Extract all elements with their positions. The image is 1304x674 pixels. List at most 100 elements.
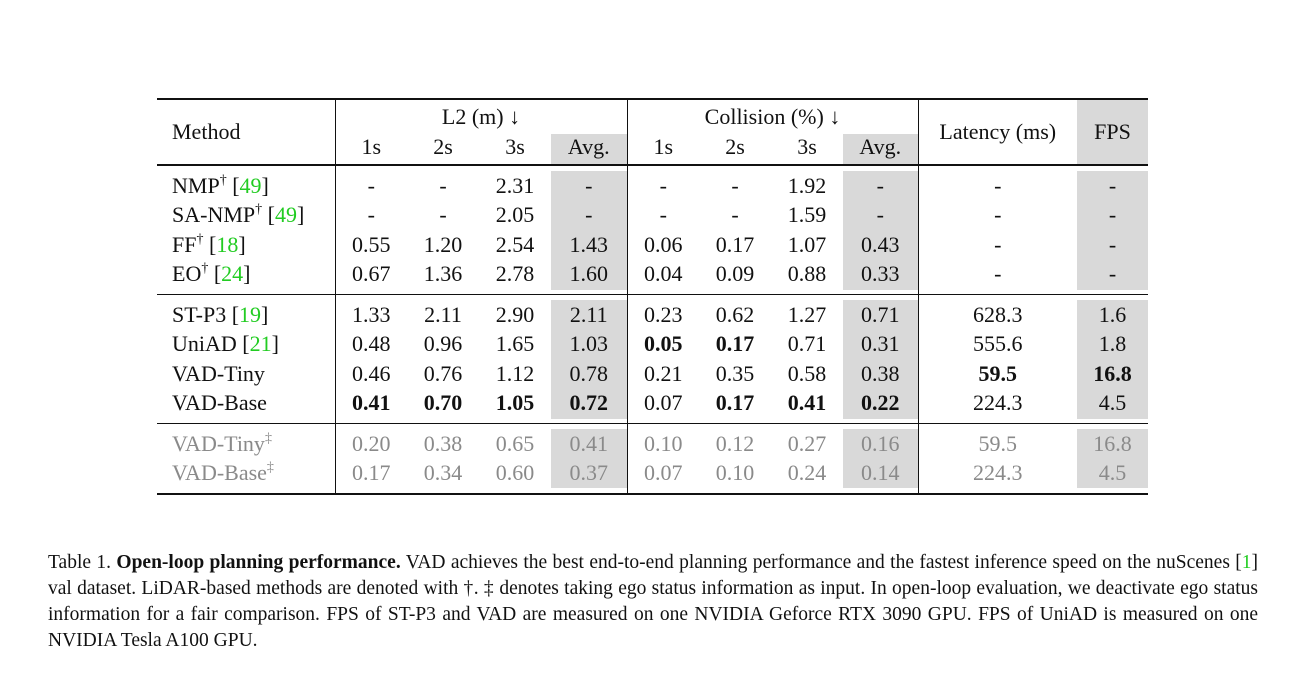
value-cell: 0.55 [352, 231, 391, 257]
value-cell: 2.54 [495, 231, 535, 257]
value-cell: - [551, 165, 628, 201]
value-cell: 2.90 [495, 301, 535, 327]
value-cell: 0.17 [715, 231, 755, 257]
value-cell: 0.41 [787, 390, 827, 416]
value-cell: 1.03 [551, 329, 628, 359]
method-ref: [21] [242, 331, 279, 357]
value-cell: 0.88 [787, 261, 827, 287]
value-cell: 0.23 [644, 301, 683, 327]
value-cell: - [843, 200, 919, 230]
header-l2: L2 (m) ↓ [335, 99, 628, 134]
method-cell: VAD-Tiny [157, 359, 336, 389]
method-ref: [49] [267, 202, 305, 228]
header-collision: Collision (%) ↓ [627, 99, 919, 134]
value-cell: - [1077, 200, 1148, 230]
value-cell: 628.3 [973, 301, 1023, 327]
value-cell: 0.35 [715, 360, 755, 386]
value-cell: 2.11 [424, 301, 462, 327]
method-name: FF [172, 231, 197, 257]
value-cell: 59.5 [978, 360, 1018, 386]
value-cell: 0.34 [423, 460, 463, 486]
value-cell: 0.41 [352, 390, 391, 416]
value-cell: 555.6 [973, 331, 1023, 357]
value-cell: 2.11 [551, 294, 628, 330]
method-mark: † [219, 172, 227, 188]
value-cell: 0.41 [551, 423, 628, 459]
method-ref: [49] [232, 172, 269, 198]
value-cell: - [1077, 230, 1148, 260]
method-ref: [19] [231, 301, 269, 327]
value-cell: 0.33 [843, 259, 919, 295]
value-cell: 0.22 [843, 388, 919, 424]
caption-label: Table 1. [48, 552, 112, 573]
value-cell: 1.27 [787, 301, 827, 327]
method-name: VAD-Base [172, 390, 267, 416]
value-cell: 0.67 [352, 261, 391, 287]
value-cell: - [731, 172, 739, 198]
value-cell: 0.10 [644, 430, 683, 456]
value-cell: 2.78 [495, 261, 535, 287]
header-method: Method [157, 99, 336, 165]
value-cell: 0.31 [843, 329, 919, 359]
value-cell: 0.20 [352, 430, 391, 456]
value-cell: 1.33 [352, 301, 391, 327]
value-cell: 0.07 [644, 390, 683, 416]
method-cell: VAD-Tiny‡ [157, 423, 336, 459]
value-cell: - [367, 172, 375, 198]
header-row: Method L2 (m) ↓ Collision (%) ↓ Latency (ms… [157, 99, 1148, 165]
method-mark: † [196, 231, 204, 247]
value-cell: 1.12 [495, 360, 535, 386]
method-cell: NMP† [49] [157, 165, 336, 201]
header-fps: FPS [1077, 99, 1148, 165]
header-row: 1s 2s 3s Avg. 1s 2s 3s Avg. [157, 134, 1148, 165]
value-cell: - [367, 202, 375, 228]
value-cell: - [551, 200, 628, 230]
value-cell: 0.27 [787, 430, 827, 456]
value-cell: - [994, 261, 1002, 287]
value-cell: 0.17 [715, 331, 755, 357]
value-cell: 0.12 [715, 430, 755, 456]
value-cell: 0.78 [551, 359, 628, 389]
value-cell: 0.71 [843, 294, 919, 330]
method-name: UniAD [172, 331, 237, 357]
value-cell: 0.17 [715, 390, 755, 416]
value-cell: - [994, 231, 1002, 257]
value-cell: 0.09 [715, 261, 755, 287]
method-name: VAD-Base [172, 460, 267, 486]
value-cell: 1.6 [1077, 295, 1148, 330]
header-sub: 2s [433, 134, 453, 159]
value-cell: - [439, 202, 447, 228]
value-cell: 0.17 [352, 460, 391, 486]
method-ref: [18] [208, 231, 246, 257]
value-cell: 0.62 [715, 301, 755, 327]
value-cell: 4.5 [1077, 388, 1148, 424]
value-cell: 0.58 [787, 360, 827, 386]
value-cell: 16.8 [1077, 359, 1148, 389]
method-cell: VAD-Base [157, 388, 336, 424]
value-cell: 0.65 [495, 430, 535, 456]
caption: Table 1. Open-loop planning performance.… [48, 550, 1258, 654]
value-cell: - [994, 202, 1002, 228]
header-sub: Avg. [843, 134, 919, 165]
row-group: ST-P3 [19] 1.33 2.11 2.90 2.11 0.23 0.62 1.27 0.… [157, 294, 1148, 424]
value-cell: 224.3 [973, 390, 1023, 416]
header-sub: 2s [725, 134, 745, 159]
method-name: VAD-Tiny [172, 360, 265, 386]
value-cell: 0.37 [551, 458, 628, 494]
method-name: ST-P3 [172, 301, 227, 327]
table-row: UniAD [21] 0.48 0.96 1.65 1.03 0.05 0.17 0.71 0.… [157, 329, 1148, 359]
header-sub: 3s [505, 134, 525, 159]
value-cell: 1.92 [787, 172, 827, 198]
value-cell: 59.5 [978, 430, 1018, 456]
value-cell: 4.5 [1077, 458, 1148, 495]
table-row: VAD-Base 0.41 0.70 1.05 0.72 0.07 0.17 0.41 0.22… [157, 388, 1148, 424]
method-cell: UniAD [21] [157, 329, 336, 359]
method-mark: † [255, 202, 263, 218]
value-cell: - [1077, 165, 1148, 201]
value-cell: 0.24 [787, 460, 827, 486]
header-sub: 1s [361, 134, 382, 159]
value-cell: 0.71 [787, 331, 827, 357]
method-cell: EO† [24] [157, 259, 336, 295]
method-name: SA-NMP [172, 202, 256, 228]
value-cell: 0.46 [352, 360, 391, 386]
